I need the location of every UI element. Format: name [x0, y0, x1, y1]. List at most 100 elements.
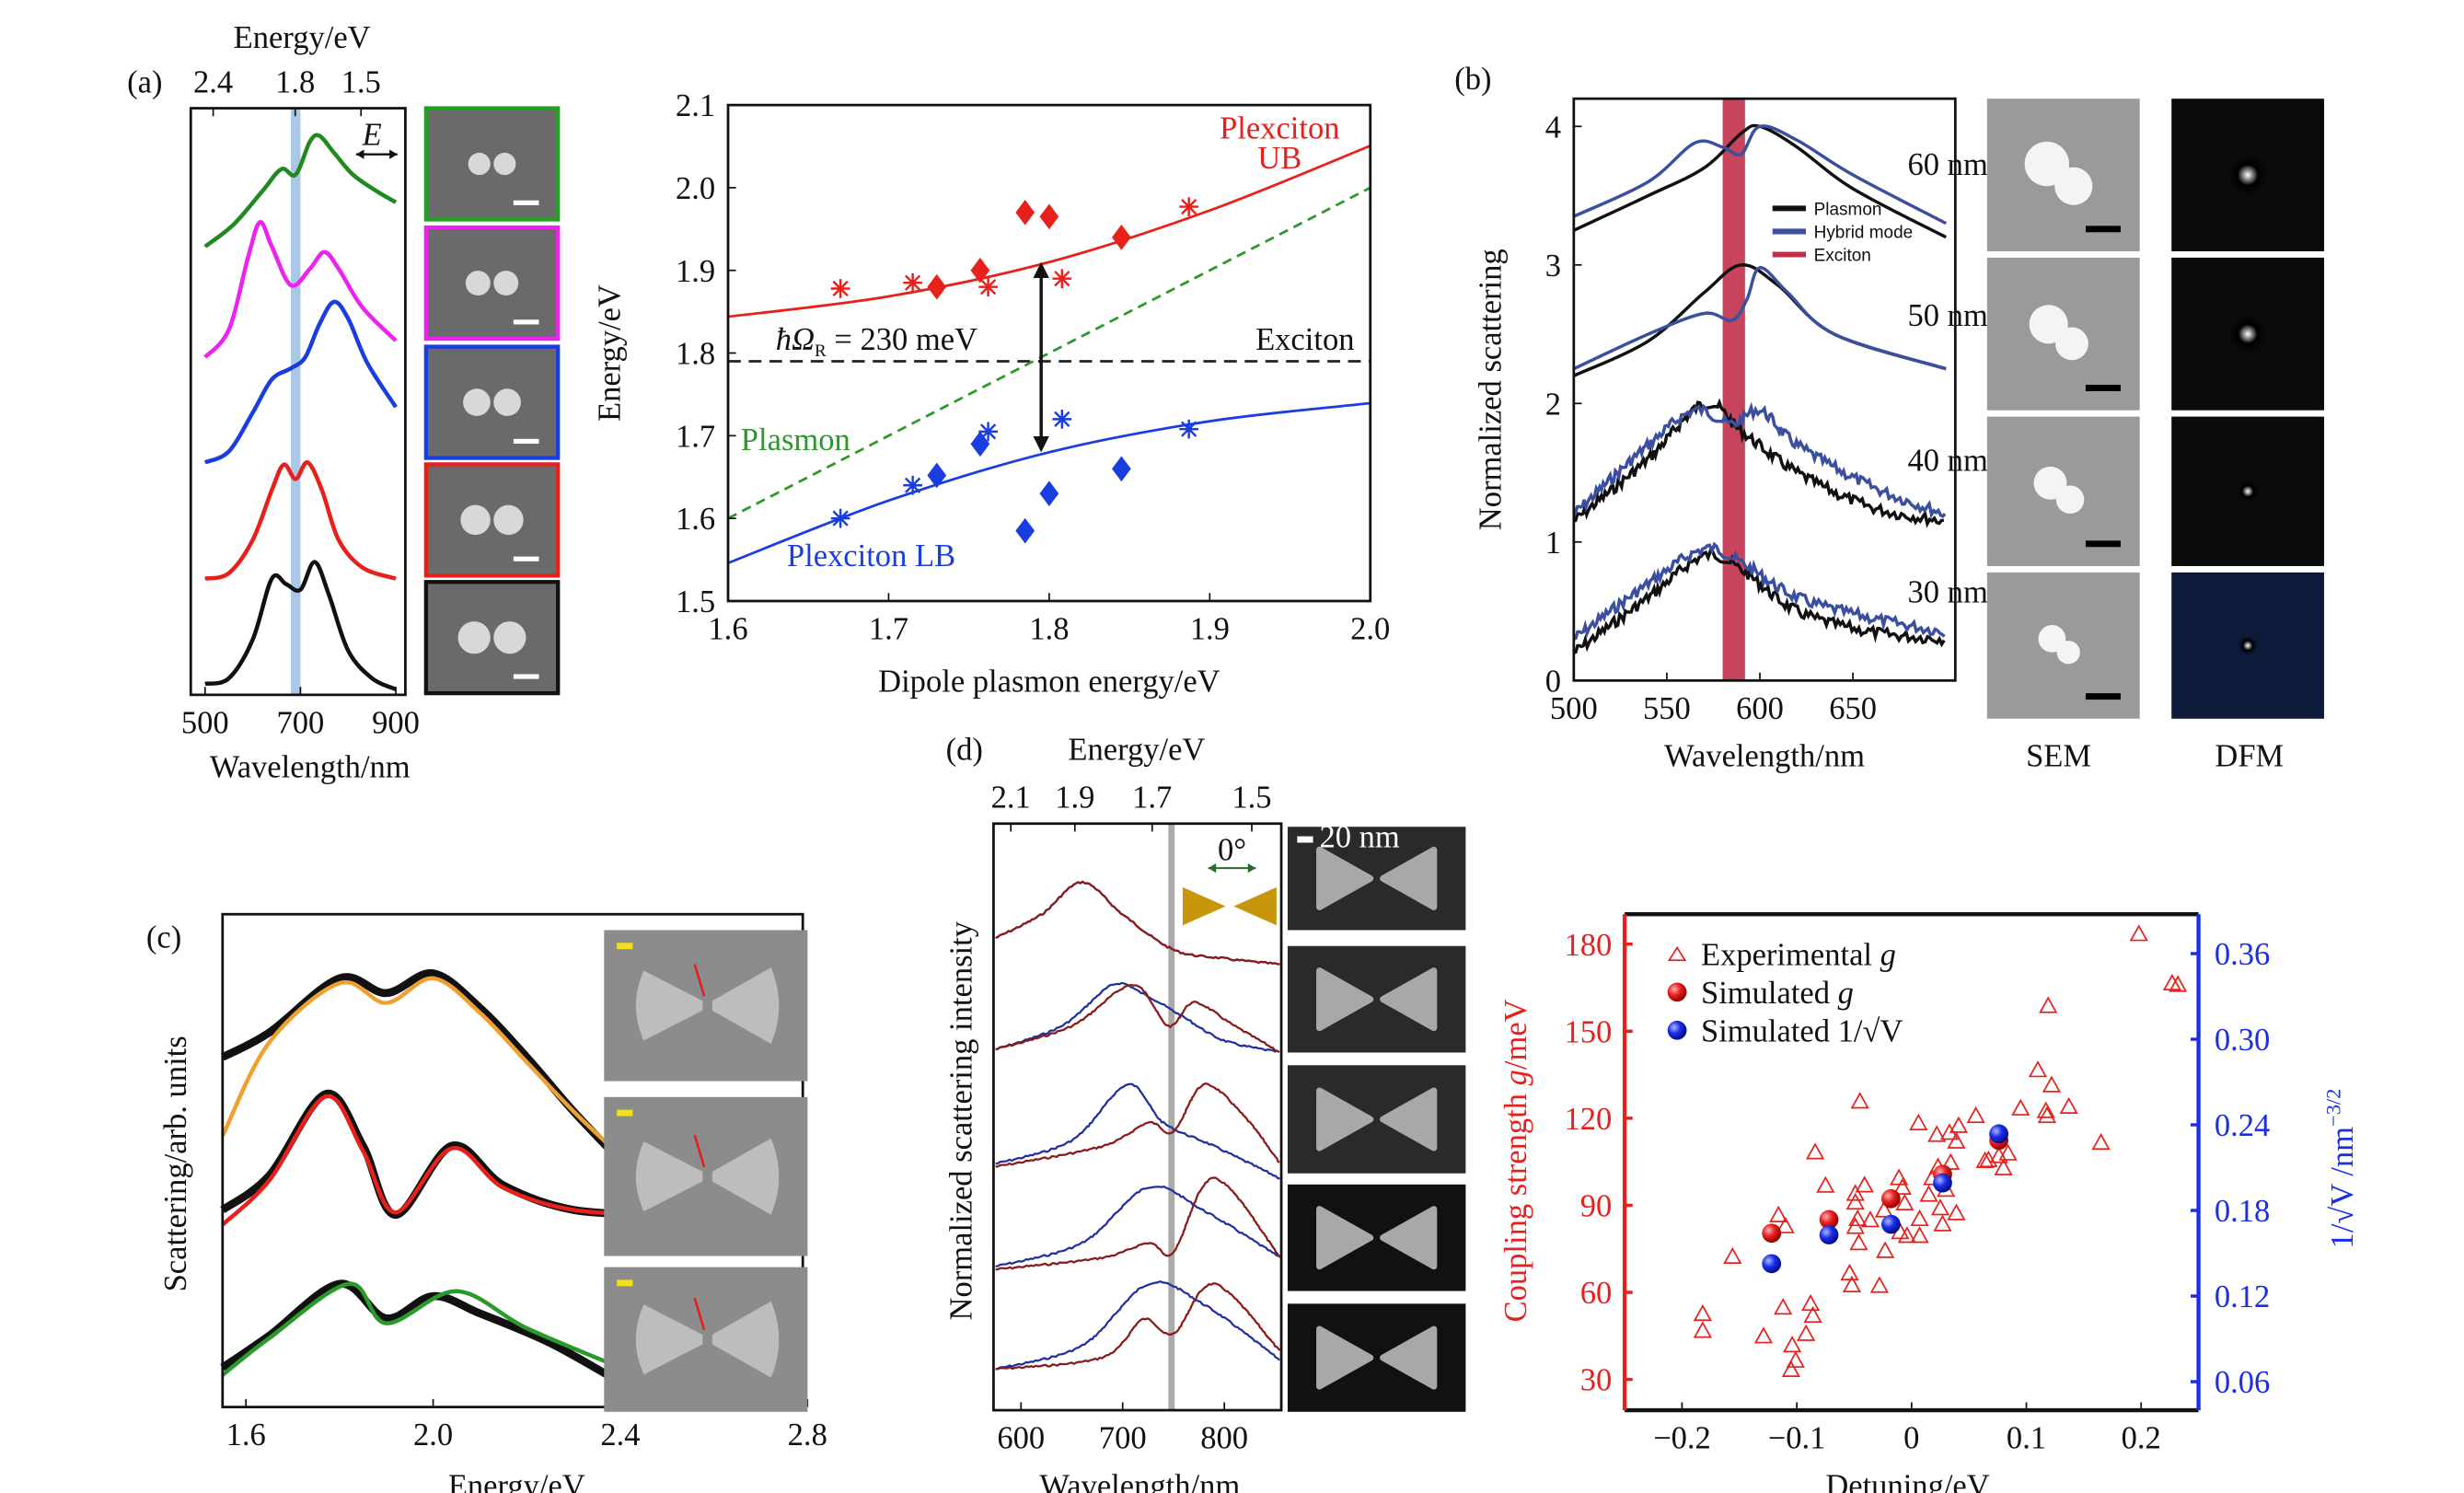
sem-image — [1986, 572, 2140, 719]
experimental-g-point — [2011, 1098, 2030, 1116]
scale-bar — [513, 556, 539, 561]
e-left-axis-label: Coupling strength g/meV — [1498, 999, 1533, 1322]
asterisk-point — [1052, 410, 1072, 429]
y-tick-label: 0.18 — [2215, 1194, 2270, 1229]
experimental-g-point — [1910, 1226, 1929, 1244]
inset-background — [1287, 1184, 1466, 1291]
experimental-g-point — [2169, 975, 2188, 992]
fit-line — [221, 1094, 667, 1227]
rabi-subscript: R — [815, 341, 827, 361]
bowtie-antenna — [1316, 846, 1438, 910]
x-tick-label: 1.7 — [869, 611, 908, 646]
y-tick-label: 1.9 — [676, 254, 715, 289]
diamond-point — [1039, 480, 1059, 507]
sem-inset — [604, 1267, 808, 1412]
b-spectra-plot: 500 550 600 650 0 1 2 3 4 — [1545, 97, 1957, 726]
experimental-g-point — [2039, 996, 2058, 1013]
sem-thumbnail — [423, 580, 561, 696]
a-top-axis-label: Energy/eV — [234, 20, 371, 55]
x-tick-label: 800 — [1200, 1421, 1248, 1456]
panel-label-d: (d) — [946, 733, 983, 768]
spectrum-line — [203, 220, 398, 359]
y-tick-label: 1.7 — [676, 419, 715, 454]
experimental-g-point — [1693, 1321, 1712, 1338]
x-tick-label: 2.0 — [1350, 611, 1390, 646]
x-tick-label: 1.6 — [226, 1418, 266, 1452]
hybrid-spectrum — [1573, 541, 1946, 641]
nanoparticle — [465, 271, 491, 296]
size-label-40: 40 nm — [1908, 443, 1988, 478]
experimental-g-point — [1876, 1241, 1895, 1258]
y-tick-label: 0.24 — [2215, 1108, 2270, 1143]
rabi-splitting-label: ħΩR = 230 meV — [776, 322, 978, 361]
experimental-g-point — [1840, 1263, 1859, 1281]
y-tick-label: 180 — [1564, 928, 1612, 963]
scale-bar — [617, 1279, 633, 1287]
scale-bar — [2085, 540, 2121, 548]
x-tick-label: 2.8 — [788, 1418, 827, 1452]
x-tick-label: 650 — [1829, 691, 1877, 726]
sem-thumbnail — [423, 462, 561, 578]
d-spectra-plot: 600 700 800 2.1 1.9 1.7 1.5 — [991, 780, 1466, 1456]
asterisk-point — [903, 475, 922, 495]
scattering-spot — [2238, 635, 2258, 655]
y-tick-label: 2 — [1545, 387, 1561, 422]
y-tick-label: 0.12 — [2215, 1279, 2270, 1314]
nanoparticle — [457, 621, 491, 654]
x-tick-label: −0.1 — [1768, 1421, 1826, 1456]
asterisk-point — [1052, 269, 1072, 289]
legend-marker-sphere — [1667, 1020, 1687, 1040]
plasmon-spectrum — [1573, 263, 1947, 377]
legend-label: Exciton — [1814, 246, 1871, 265]
bowtie-icon — [1182, 886, 1277, 926]
experimental-g-point — [1805, 1142, 1825, 1160]
x-tick-label: 550 — [1643, 691, 1691, 726]
nanoparticle — [493, 388, 521, 416]
e-scatter-plot: −0.2 −0.1 0 0.1 0.2 30 60 90 120 150 180 0.06 0.12 0.… — [1564, 912, 2270, 1456]
experimental-g-point — [1786, 1350, 1805, 1368]
y-tick-label: 1.6 — [676, 502, 715, 537]
nanoparticle — [2056, 641, 2080, 665]
experimental-g-point — [1855, 1175, 1874, 1193]
spectrum-line — [204, 460, 397, 581]
experimental-g-point — [1849, 1233, 1868, 1251]
experimental-g-point — [1941, 1152, 1961, 1170]
measured-spectrum — [220, 969, 624, 1163]
red-arrow — [693, 964, 706, 997]
scattering-spot — [2227, 154, 2269, 196]
bowtie-antenna — [635, 967, 780, 1044]
plasmon-spectrum — [1573, 398, 1945, 528]
experimental-g-point — [1927, 1125, 1947, 1142]
experimental-g-point — [1848, 1209, 1868, 1227]
c-y-axis-label: Scattering/arb. units — [158, 1036, 193, 1291]
simulated-inv-sqrt-v-point — [1881, 1214, 1901, 1234]
experimental-g-point — [1781, 1360, 1801, 1378]
angle-label: 0° — [1218, 832, 1246, 867]
asterisk-point — [978, 277, 998, 297]
legend-variable: g — [1880, 937, 1896, 972]
experimental-g-point — [1816, 1175, 1835, 1193]
asterisk-point — [1179, 419, 1199, 439]
top-tick-label: 1.8 — [275, 64, 315, 99]
panel-b: (b) 500 550 600 650 0 1 2 3 4 Normalized scatter… — [1454, 62, 2325, 774]
y-tick-label: 4 — [1545, 110, 1561, 145]
c-x-axis-label: Energy/eV — [448, 1468, 585, 1493]
x-tick-label: 0.1 — [2007, 1421, 2046, 1456]
diamond-point — [927, 273, 947, 300]
rabi-value: = 230 meV — [827, 322, 978, 357]
a-x-axis-label: Wavelength/nm — [210, 750, 411, 785]
exciton-label: Exciton — [1255, 322, 1354, 357]
panel-c: (c) 1.6 2.0 2.4 2.8 Scattering/arb. units E… — [146, 912, 827, 1493]
a2-x-axis-label: Dipole plasmon energy/eV — [878, 664, 1220, 699]
upper-branch-label: Plexciton — [1220, 110, 1339, 145]
y-tick-label: 150 — [1564, 1014, 1612, 1049]
spectrum-line — [995, 1082, 1280, 1168]
experimental-g-point — [1895, 1193, 1915, 1211]
diamond-point — [970, 257, 990, 284]
panel-label-c: (c) — [146, 920, 181, 955]
red-arrow — [693, 1134, 706, 1168]
rabi-hbar-omega: ħΩ — [776, 322, 815, 357]
experimental-g-point — [2037, 1105, 2057, 1124]
hybrid-spectrum — [1573, 266, 1947, 371]
